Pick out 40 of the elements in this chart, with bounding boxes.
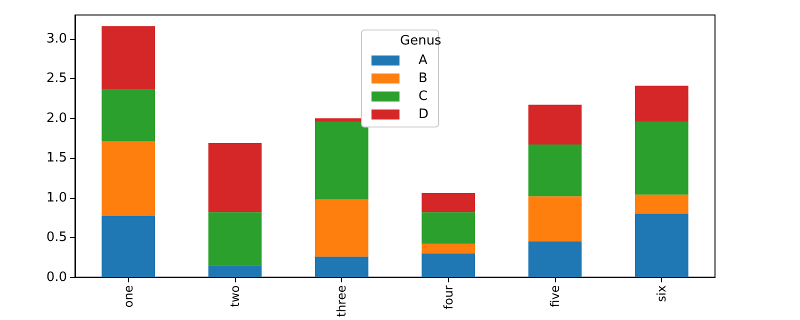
y-tick-label: 3.0 bbox=[46, 31, 67, 46]
y-tick-label: 2.0 bbox=[46, 110, 67, 126]
x-tick-label: five bbox=[548, 285, 562, 308]
legend-label: A bbox=[418, 53, 428, 68]
bar bbox=[102, 216, 155, 278]
x-tick-label: three bbox=[334, 285, 349, 318]
bar bbox=[315, 256, 368, 278]
legend-label: B bbox=[418, 71, 428, 86]
bar bbox=[635, 194, 688, 214]
bar bbox=[208, 212, 262, 266]
bar bbox=[102, 90, 155, 142]
bar bbox=[315, 199, 368, 257]
legend-label: D bbox=[418, 107, 429, 122]
y-tick-label: 0.5 bbox=[46, 230, 67, 246]
x-tick-label: six bbox=[654, 285, 669, 302]
bar bbox=[528, 144, 582, 196]
legend-title: Genus bbox=[400, 34, 442, 48]
bar bbox=[102, 141, 155, 216]
bar bbox=[422, 253, 475, 278]
bar bbox=[208, 142, 262, 212]
bar bbox=[528, 241, 582, 278]
bar bbox=[208, 265, 262, 278]
bar bbox=[422, 193, 475, 212]
x-tick-label: two bbox=[228, 285, 242, 308]
legend-label: C bbox=[418, 89, 428, 104]
x-tick-label: one bbox=[121, 285, 136, 308]
y-tick-label: 0.0 bbox=[46, 270, 67, 285]
bar bbox=[422, 212, 475, 244]
bar bbox=[102, 26, 155, 90]
bar bbox=[635, 214, 688, 278]
bar bbox=[422, 244, 475, 254]
bar bbox=[635, 121, 688, 195]
y-tick-label: 2.5 bbox=[46, 71, 67, 86]
x-tick-label: four bbox=[441, 285, 456, 310]
y-tick-label: 1.5 bbox=[46, 150, 67, 166]
bar bbox=[528, 104, 582, 145]
y-tick-label: 1.0 bbox=[46, 190, 67, 206]
bar bbox=[528, 196, 582, 242]
bar bbox=[635, 86, 688, 122]
bar bbox=[315, 121, 368, 200]
